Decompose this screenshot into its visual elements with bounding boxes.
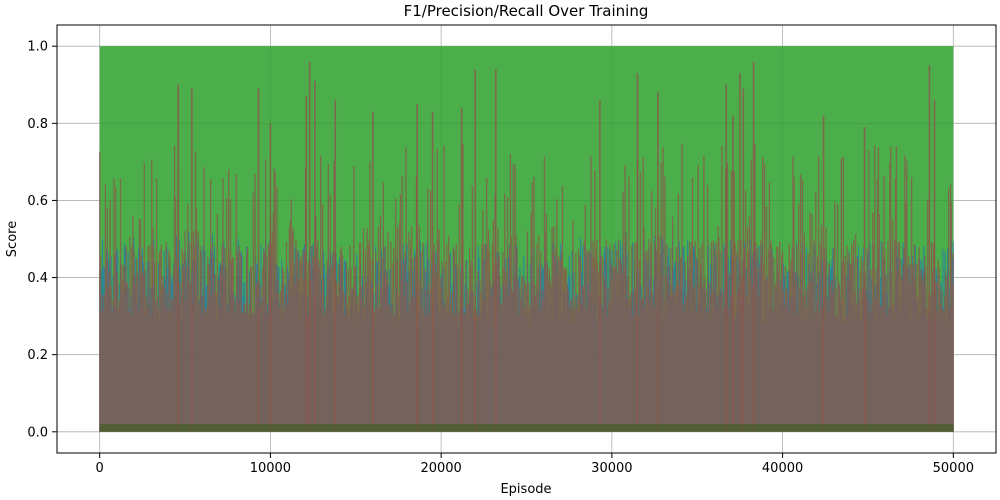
y-tick-label: 0.8 [27, 117, 48, 132]
x-tick-label: 10000 [250, 461, 291, 476]
plot-frame [56, 24, 997, 454]
y-tick-label: 0.0 [27, 425, 48, 440]
series-base-band [99, 424, 954, 432]
y-tick-label: 0.2 [27, 348, 48, 363]
series-layer [99, 46, 954, 432]
x-axis-label: Episode [500, 482, 551, 497]
x-tick-label: 50000 [933, 461, 974, 476]
x-ticks: 0 10000 20000 30000 40000 50000 [96, 453, 974, 476]
chart-title: F1/Precision/Recall Over Training [404, 2, 649, 20]
series-brown-lines [99, 143, 954, 432]
y-tick-label: 1.0 [27, 40, 48, 55]
x-tick-label: 20000 [420, 461, 461, 476]
x-tick-label: 0 [96, 461, 104, 476]
x-tick-label: 30000 [591, 461, 632, 476]
y-axis-label: Score [5, 221, 20, 257]
y-tick-label: 0.6 [27, 194, 48, 209]
y-tick-label: 0.4 [27, 271, 48, 286]
x-tick-label: 40000 [762, 461, 803, 476]
y-ticks: 0.0 0.2 0.4 0.6 0.8 1.0 [27, 40, 57, 440]
